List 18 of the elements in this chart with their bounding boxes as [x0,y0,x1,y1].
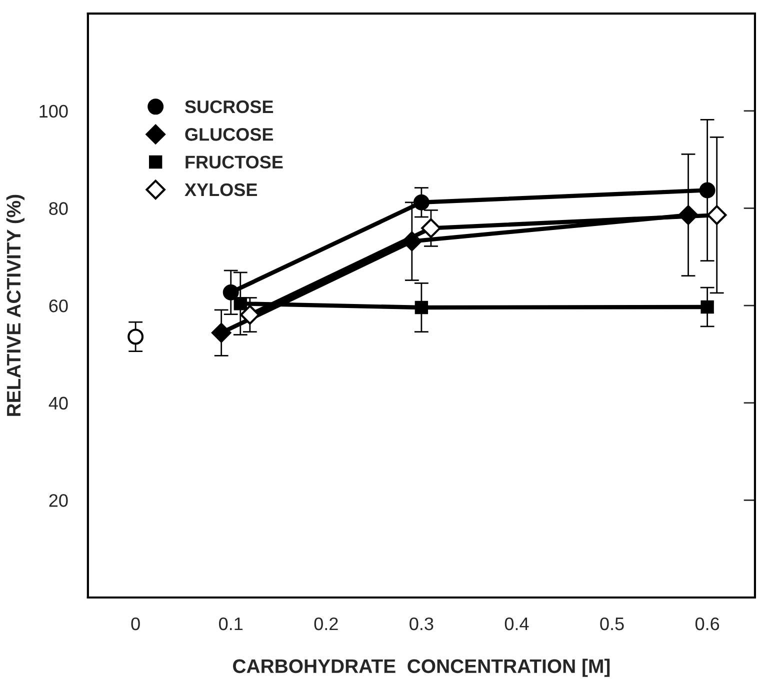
x-tick-label: 0.1 [219,617,243,630]
legend-label: FRUCTOSE [186,156,283,168]
x-tick-label: 0.5 [600,617,624,630]
y-tick-label: 100 [40,104,68,118]
legend-label: XYLOSE [184,183,258,196]
x-tick-label: 0.3 [410,617,434,630]
x-tick-label: 0.2 [314,617,338,630]
x-tick-label: 0.4 [504,617,529,630]
x-tick-label: 0 [131,617,140,630]
y-tick-label: 80 [49,202,68,215]
x-axis-title: CARBOHYDRATE CONCENTRATION [M] [233,658,610,677]
legend-label: GLUCOSE [185,128,274,141]
y-tick-label: 40 [48,396,68,410]
x-tick-label: 0.6 [695,617,720,630]
legend-label: SUCROSE [184,100,274,114]
y-tick-label: 20 [49,494,68,507]
y-tick-label: 60 [49,299,68,312]
y-axis-title: RELATIVE ACTIVITY (%) [6,194,24,416]
